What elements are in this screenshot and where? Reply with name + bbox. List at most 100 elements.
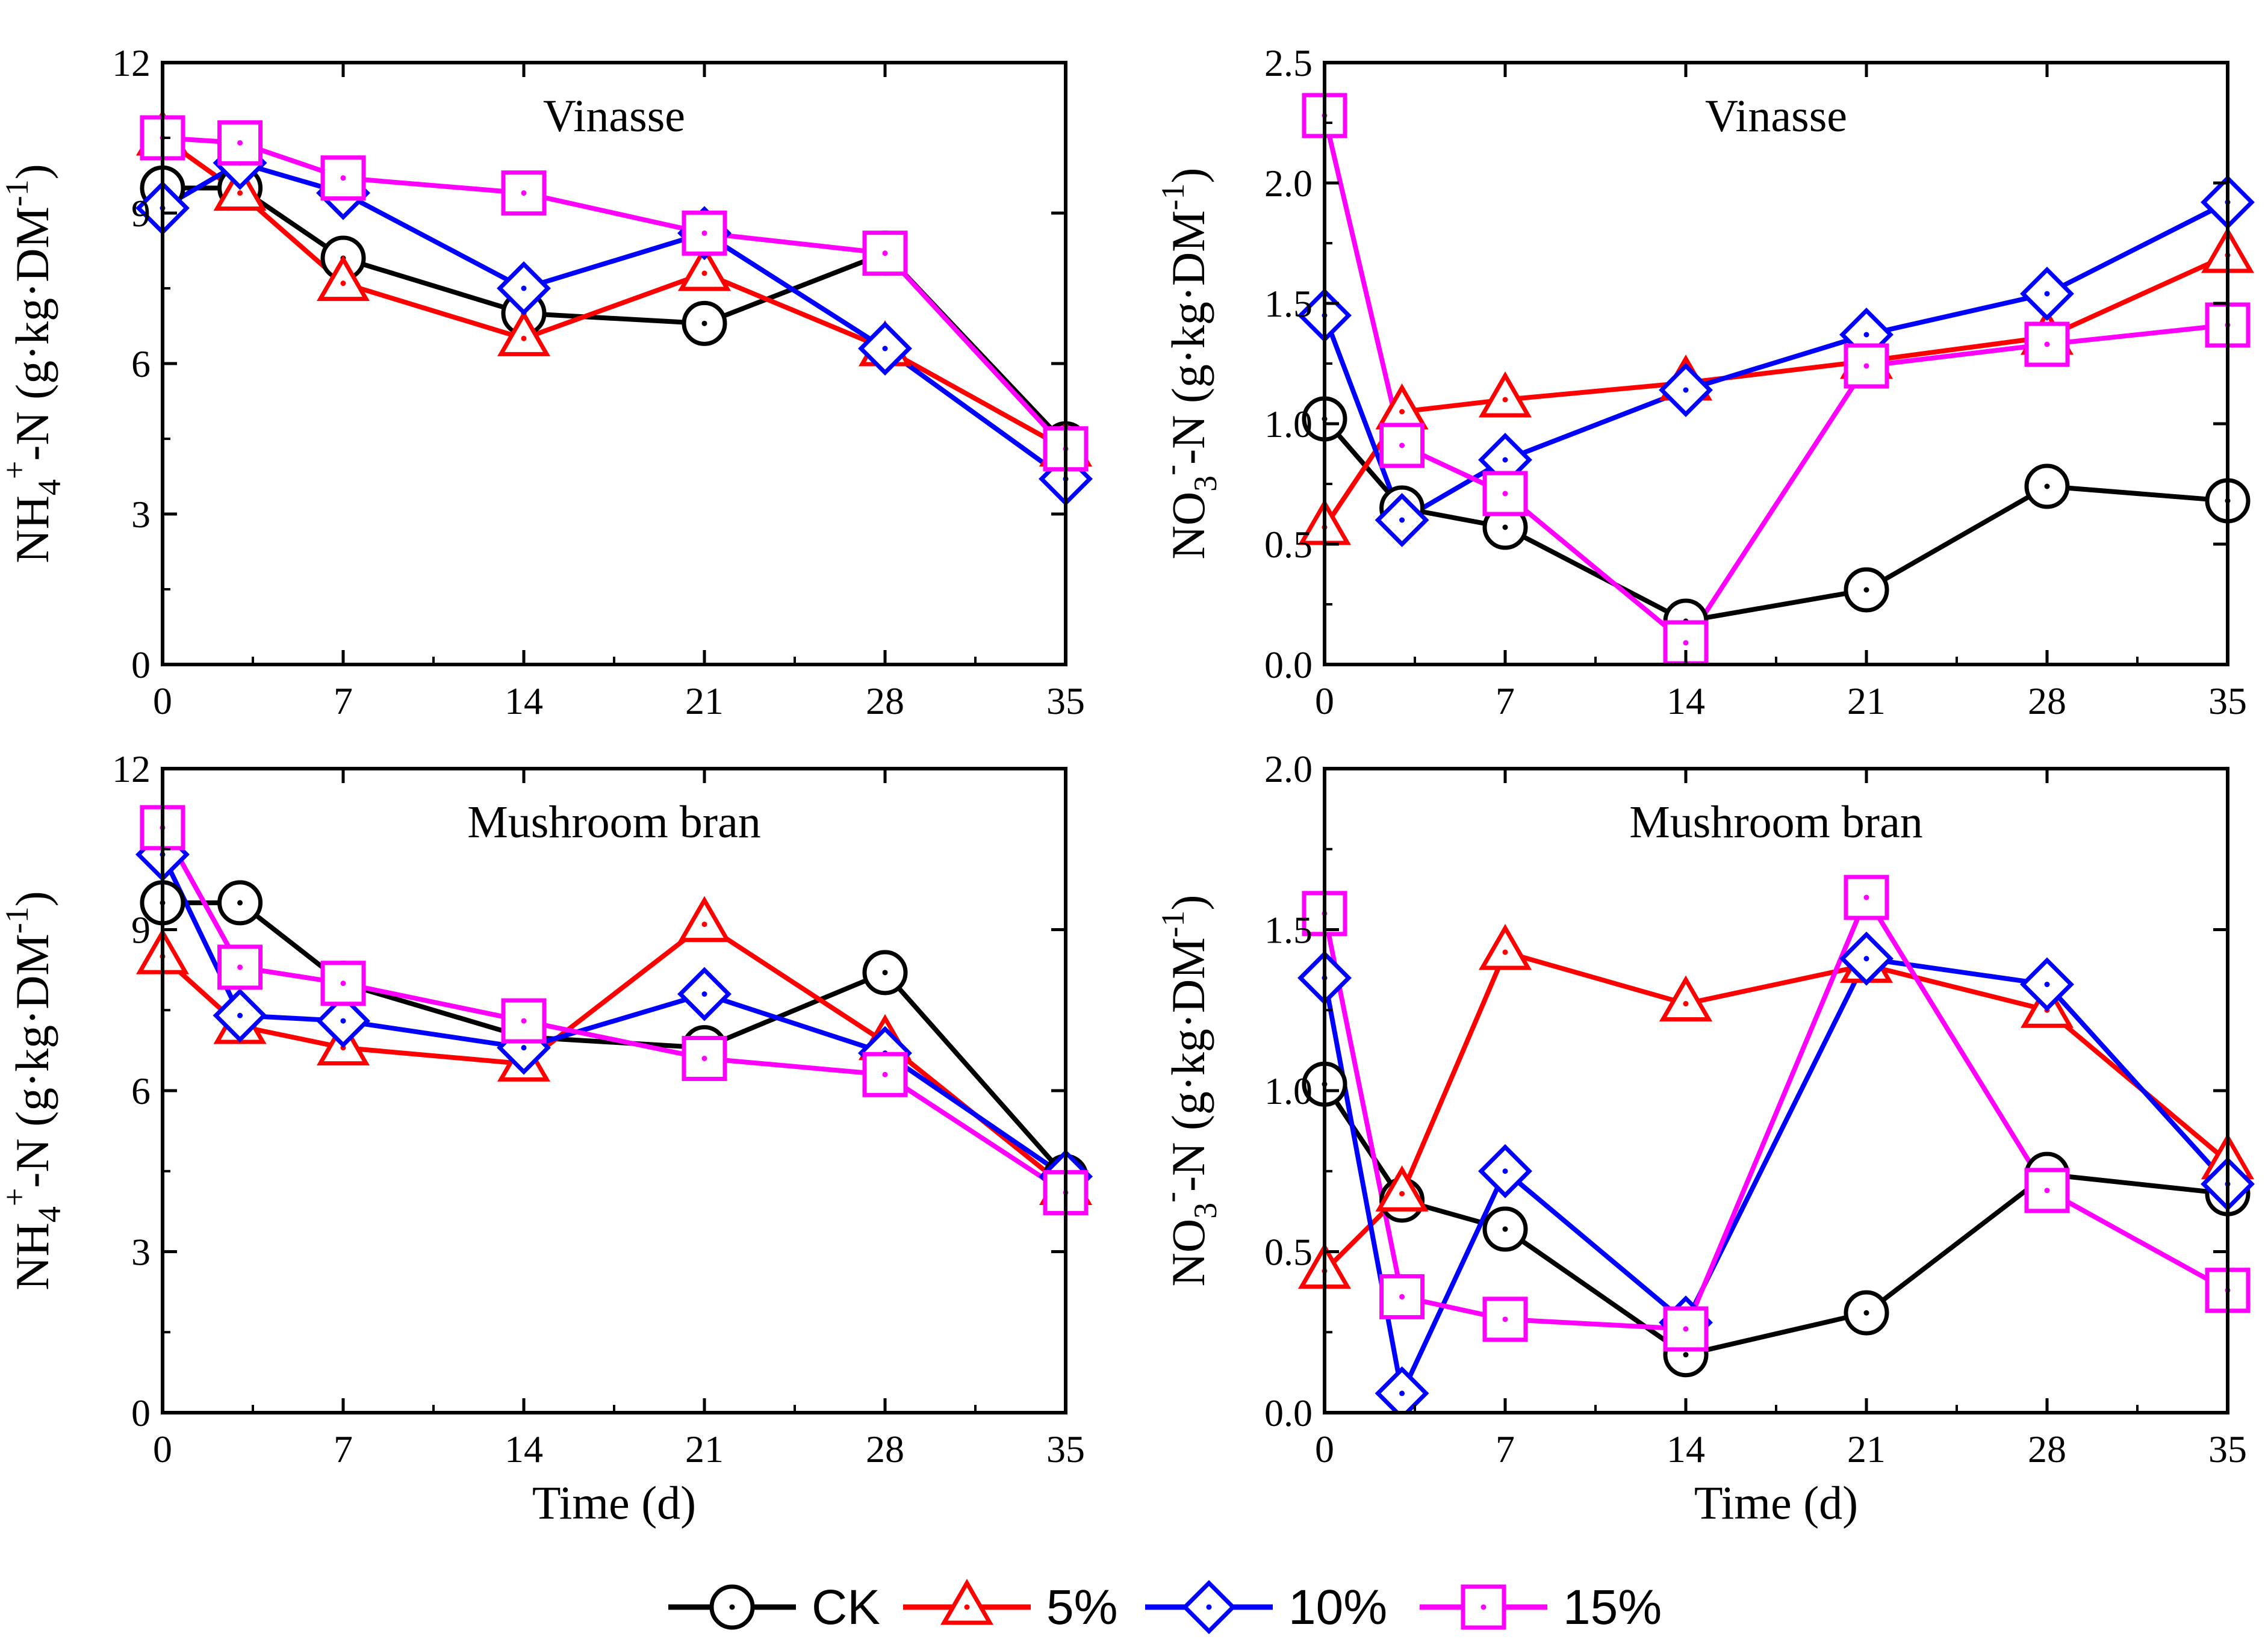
panel-1-ytick-label-2: 3 xyxy=(131,493,151,536)
panel-4-xtick-label-1: 0 xyxy=(1315,1428,1334,1470)
panel-3: 0 7 14 21 28 35 0 3 6 9 12 Mushroom bran NH4+-N (g·k… xyxy=(0,748,1093,1529)
legend-item-5pct-label: 5% xyxy=(1046,1580,1118,1635)
legend-item-15pct-label: 15% xyxy=(1563,1580,1662,1635)
panel-2-series-15pct-point-5-dot xyxy=(1863,363,1869,369)
panel-1-ylabel: NH4+-N (g·kg·DM-1) xyxy=(0,164,67,563)
panel-4-ytick-label-5: 2.0 xyxy=(1264,748,1313,790)
legend-item-5pct-marker-dot xyxy=(964,1604,970,1610)
legend-item-15pct-marker-dot xyxy=(1480,1604,1487,1610)
panel-1: 0 7 14 21 28 35 0 3 6 9 12 Vinasse NH4+-N (g·kg·DM-1… xyxy=(0,42,1093,722)
panel-2-series-5pct-point-2-dot xyxy=(1399,409,1405,415)
panel-1-ytick-label-1: 0 xyxy=(131,643,151,686)
panel-1-series-15pct-point-5-dot xyxy=(701,230,707,236)
panel-3-series-10pct-point-3-dot xyxy=(340,1018,346,1024)
panel-3-series-ck-point-6-dot xyxy=(882,970,888,976)
panel-4-series-ck-point-4-dot xyxy=(1683,1352,1689,1358)
panel-4-xtick-label-6: 35 xyxy=(2208,1428,2247,1470)
panel-2-ytick-label-1: 0.0 xyxy=(1264,643,1313,686)
panel-1-xtick-label-3: 14 xyxy=(505,680,543,722)
panel-4-ytick-label-1: 0.0 xyxy=(1264,1392,1313,1434)
panel-2-xtick-label-1: 0 xyxy=(1315,680,1334,722)
panel-4-series-15pct-point-2 xyxy=(1379,1274,1425,1319)
panel-1-ytick-label-5: 12 xyxy=(112,42,151,84)
panel-4-ylabel-part-4: -N (g·kg·DM xyxy=(1162,937,1214,1191)
panel-4-ylabel-part-1: NO xyxy=(1162,1219,1214,1287)
panel-3-series-15pct-point-3-dot xyxy=(340,981,346,987)
panel-4-ylabel-part-2: 3 xyxy=(1187,1203,1223,1219)
panel-2-ytick-label-2: 0.5 xyxy=(1264,523,1313,566)
panel-1-series-15pct-point-6 xyxy=(862,231,908,276)
panel-1-series-5pct-point-3 xyxy=(316,255,370,302)
panel-4-ytick-label-2: 0.5 xyxy=(1264,1231,1313,1274)
panel-3-series-15pct-point-5-dot xyxy=(701,1056,707,1061)
panel-1-ytick-label-4: 9 xyxy=(131,192,151,235)
panel-1-series-5pct-point-4 xyxy=(497,310,551,356)
panel-1-series-5pct-point-2-dot xyxy=(237,190,243,196)
panel-4-xtick-label-2: 7 xyxy=(1496,1428,1515,1470)
panel-2-ylabel-part-2: 3 xyxy=(1187,476,1223,492)
panel-4-ytick-label-4: 1.5 xyxy=(1264,909,1313,952)
legend-item-ck-marker-dot xyxy=(729,1604,735,1610)
panel-2-series-ck-point-6-dot xyxy=(2044,483,2050,489)
panel-2-series-10pct-point-2-dot xyxy=(1399,517,1405,523)
panel-4-series-15pct-point-2-dot xyxy=(1399,1293,1405,1300)
panel-4-series-15pct-point-4 xyxy=(1663,1306,1709,1352)
panel-4-series-15pct-point-5 xyxy=(1844,875,1889,920)
panel-1-xtick-label-6: 35 xyxy=(1046,680,1085,722)
legend-item-ck: CK xyxy=(668,1580,880,1635)
panel-3-series-5pct-point-5-dot xyxy=(701,922,707,928)
panel-3-series-10pct-point-4-dot xyxy=(521,1045,527,1051)
panel-4-ytick-label-3: 1.0 xyxy=(1264,1070,1313,1112)
panel-1-series-10pct-point-4-dot xyxy=(521,285,527,291)
panel-4-series-15pct-point-6-dot xyxy=(2044,1188,2050,1194)
legend-item-5pct: 5% xyxy=(903,1578,1118,1635)
panel-1-series-15pct-point-6-dot xyxy=(882,250,888,256)
panel-4-xtick-label-5: 28 xyxy=(2028,1428,2066,1470)
panel-4-ylabel-part-5: -1 xyxy=(1155,910,1191,937)
panel-4-xtick-label-4: 21 xyxy=(1847,1428,1886,1470)
panel-2-series-15pct-point-6-dot xyxy=(2044,341,2050,347)
panel-1-ylabel-part-5: -1 xyxy=(0,179,35,206)
panel-2-series-5pct-point-3-dot xyxy=(1502,397,1508,403)
legend-item-10pct: 10% xyxy=(1145,1580,1387,1635)
panel-4-series-15pct-point-5-dot xyxy=(1863,894,1869,900)
panel-2-ytick-label-6: 2.5 xyxy=(1264,42,1313,84)
panel-3-ylabel-part-3: + xyxy=(0,1188,33,1206)
panel-3-ylabel-part-6: ) xyxy=(6,891,58,906)
panel-2-series-15pct-point-3-dot xyxy=(1502,491,1508,497)
panel-1-series-15pct-point-2-dot xyxy=(237,140,243,146)
panel-3-series-10pct-point-5-dot xyxy=(701,991,707,997)
panel-2-series-ck-point-5-dot xyxy=(1863,587,1869,593)
panel-3-xtick-label-4: 21 xyxy=(685,1428,724,1470)
panel-2-ytick-label-4: 1.5 xyxy=(1264,282,1313,325)
panel-4-series-ck-point-5-dot xyxy=(1863,1310,1869,1316)
panel-3-title: Mushroom bran xyxy=(467,797,761,847)
panel-1-ylabel-part-1: NH xyxy=(6,495,58,563)
panel-1-series-ck-point-5-dot xyxy=(701,320,707,326)
panel-2-title: Vinasse xyxy=(1705,91,1847,141)
panel-1-series-5pct-point-4-dot xyxy=(521,335,527,341)
panel-2-series-10pct-point-6-dot xyxy=(2044,291,2050,297)
panel-3-xtick-label-3: 14 xyxy=(505,1428,543,1470)
panel-1-title: Vinasse xyxy=(543,91,685,141)
panel-4-series-15pct-point-4-dot xyxy=(1683,1326,1689,1332)
panel-2-series-10pct-point-5-dot xyxy=(1863,332,1869,338)
panel-4-series-5pct-point-3 xyxy=(1478,923,1532,970)
panel-1-series-15pct-point-3-dot xyxy=(340,175,346,181)
panel-1-xtick-label-5: 28 xyxy=(866,680,904,722)
panel-3-ytick-label-2: 3 xyxy=(131,1231,151,1274)
panel-1-xtick-label-2: 7 xyxy=(334,680,353,722)
panel-2: 0 7 14 21 28 350.00.51.01.52.02.5VinasseNO3--… xyxy=(1152,42,2255,722)
panel-2-ylabel: NO3--N (g·kg·DM-1) xyxy=(1152,167,1223,559)
panel-4-series-15pct-point-3-dot xyxy=(1502,1316,1508,1322)
panel-4-series-5pct-point-4 xyxy=(1659,975,1713,1022)
panel-4-xtick-label-3: 14 xyxy=(1667,1428,1705,1470)
panel-2-ylabel-part-5: -1 xyxy=(1155,183,1191,210)
panel-4-ylabel-part-6: ) xyxy=(1162,894,1214,910)
panel-4-series-ck-point-3-dot xyxy=(1502,1226,1508,1232)
panel-4-xlabel: Time (d) xyxy=(1694,1476,1858,1529)
panel-3-ytick-label-5: 12 xyxy=(112,748,151,790)
legend-item-10pct-label: 10% xyxy=(1288,1580,1387,1635)
panel-4-series-5pct-point-2 xyxy=(1375,1165,1429,1212)
